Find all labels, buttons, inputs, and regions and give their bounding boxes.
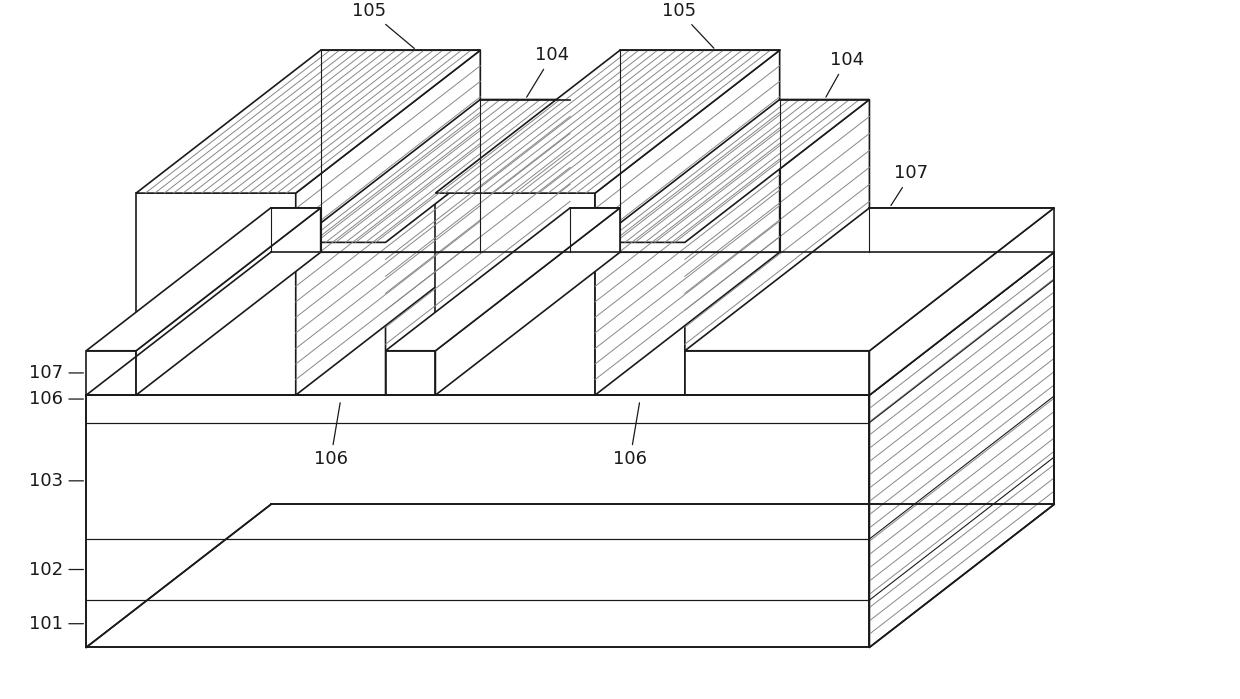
Polygon shape	[87, 208, 321, 351]
Polygon shape	[869, 208, 1054, 395]
Text: 106: 106	[613, 403, 647, 468]
Polygon shape	[87, 600, 869, 647]
Polygon shape	[386, 252, 570, 395]
Text: 106: 106	[314, 403, 347, 468]
Text: 107: 107	[890, 164, 929, 206]
Polygon shape	[295, 99, 570, 243]
Polygon shape	[435, 193, 595, 395]
Polygon shape	[869, 252, 1054, 647]
Polygon shape	[386, 99, 570, 395]
Text: 105: 105	[352, 2, 414, 48]
Polygon shape	[435, 208, 620, 395]
Polygon shape	[595, 243, 684, 395]
Polygon shape	[684, 99, 869, 395]
Text: 106: 106	[30, 390, 83, 408]
Polygon shape	[684, 351, 869, 395]
Polygon shape	[386, 351, 435, 395]
Polygon shape	[595, 99, 869, 243]
Polygon shape	[684, 208, 1054, 351]
Text: 107: 107	[30, 364, 83, 382]
Text: 107: 107	[596, 154, 634, 206]
Polygon shape	[435, 252, 620, 395]
Polygon shape	[295, 252, 480, 395]
Text: 105: 105	[662, 2, 714, 48]
Polygon shape	[87, 252, 1054, 395]
Polygon shape	[136, 252, 321, 395]
Text: 104: 104	[826, 51, 863, 97]
Text: 104: 104	[527, 46, 569, 97]
Polygon shape	[595, 252, 780, 395]
Polygon shape	[87, 351, 136, 395]
Polygon shape	[136, 208, 321, 395]
Polygon shape	[595, 50, 780, 395]
Polygon shape	[386, 208, 620, 351]
Polygon shape	[435, 50, 780, 193]
Text: 103: 103	[30, 472, 83, 490]
Polygon shape	[295, 243, 386, 395]
Polygon shape	[87, 252, 270, 395]
Text: 101: 101	[30, 614, 83, 633]
Polygon shape	[295, 50, 480, 395]
Text: 102: 102	[30, 561, 83, 579]
Polygon shape	[136, 50, 480, 193]
Polygon shape	[684, 252, 869, 395]
Polygon shape	[136, 193, 295, 395]
